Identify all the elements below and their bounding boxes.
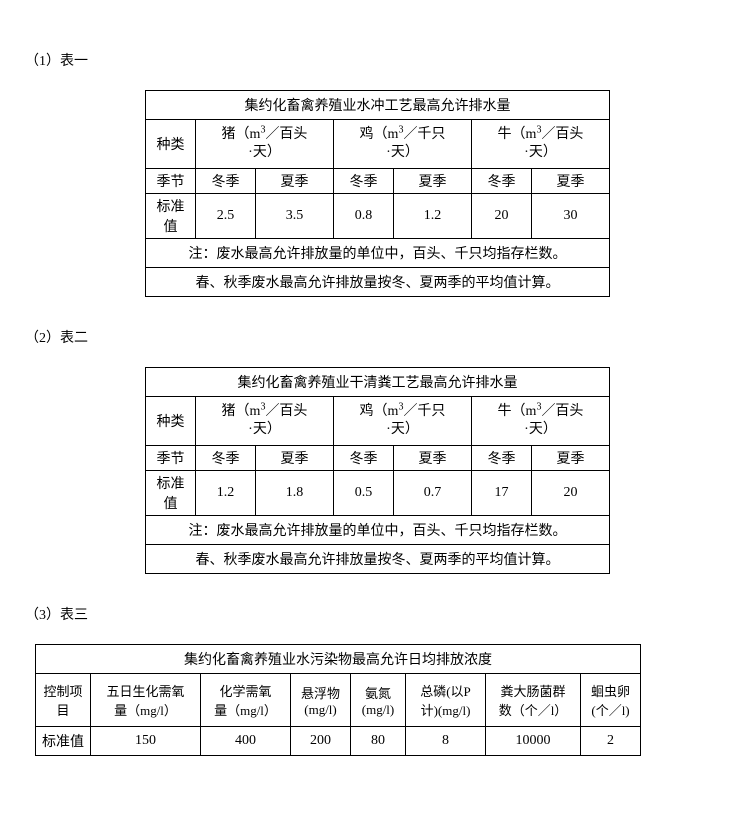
cell: 冬季 xyxy=(472,169,532,194)
cell: 20 xyxy=(532,471,610,516)
cell: 冬季 xyxy=(334,446,394,471)
note-1: 注：废水最高允许排放量的单位中，百头、千只均指存栏数。 xyxy=(146,516,610,545)
note-2: 春、秋季废水最高允许排放量按冬、夏两季的平均值计算。 xyxy=(146,268,610,297)
col-header: 化学需氧量（mg/l） xyxy=(201,674,291,727)
cell: 2.5 xyxy=(196,194,256,239)
species-cattle: 牛（m3／百头·天） xyxy=(472,120,610,169)
note-2: 春、秋季废水最高允许排放量按冬、夏两季的平均值计算。 xyxy=(146,545,610,574)
species-label: 种类 xyxy=(146,397,196,446)
table-row: 季节 冬季 夏季 冬季 夏季 冬季 夏季 xyxy=(146,169,610,194)
species-chicken: 鸡（m3／千只·天） xyxy=(334,397,472,446)
table-row: 季节 冬季 夏季 冬季 夏季 冬季 夏季 xyxy=(146,446,610,471)
cell: 夏季 xyxy=(394,446,472,471)
table-row: 注：废水最高允许排放量的单位中，百头、千只均指存栏数。 xyxy=(146,239,610,268)
std-label: 标准值 xyxy=(36,727,91,756)
cell: 3.5 xyxy=(256,194,334,239)
col-header: 粪大肠菌群数（个／l） xyxy=(486,674,581,727)
col-header: 五日生化需氧量（mg/l） xyxy=(91,674,201,727)
cell: 400 xyxy=(201,727,291,756)
std-label: 标准值 xyxy=(146,471,196,516)
cell: 200 xyxy=(291,727,351,756)
table-1: 集约化畜禽养殖业水冲工艺最高允许排水量 种类 猪（m3／百头·天） 鸡（m3／千… xyxy=(145,90,610,297)
cell: 冬季 xyxy=(196,446,256,471)
species-chicken: 鸡（m3／千只·天） xyxy=(334,120,472,169)
table-row: 标准值 2.5 3.5 0.8 1.2 20 30 xyxy=(146,194,610,239)
table-row: 集约化畜禽养殖业干清粪工艺最高允许排水量 xyxy=(146,368,610,397)
species-cattle: 牛（m3／百头·天） xyxy=(472,397,610,446)
col-header: 悬浮物(mg/l) xyxy=(291,674,351,727)
section-3-label: （3）表三 xyxy=(25,604,719,624)
table-row: 春、秋季废水最高允许排放量按冬、夏两季的平均值计算。 xyxy=(146,268,610,297)
cell: 夏季 xyxy=(256,169,334,194)
season-label: 季节 xyxy=(146,169,196,194)
table-row: 标准值 150 400 200 80 8 10000 2 xyxy=(36,727,641,756)
cell: 0.8 xyxy=(334,194,394,239)
cell: 150 xyxy=(91,727,201,756)
species-label: 种类 xyxy=(146,120,196,169)
cell: 0.5 xyxy=(334,471,394,516)
note-1: 注：废水最高允许排放量的单位中，百头、千只均指存栏数。 xyxy=(146,239,610,268)
table-row: 标准值 1.2 1.8 0.5 0.7 17 20 xyxy=(146,471,610,516)
ctrl-label: 控制项目 xyxy=(36,674,91,727)
cell: 1.8 xyxy=(256,471,334,516)
cell: 冬季 xyxy=(334,169,394,194)
cell: 17 xyxy=(472,471,532,516)
table-row: 种类 猪（m3／百头·天） 鸡（m3／千只·天） 牛（m3／百头·天） xyxy=(146,397,610,446)
cell: 10000 xyxy=(486,727,581,756)
table-row: 春、秋季废水最高允许排放量按冬、夏两季的平均值计算。 xyxy=(146,545,610,574)
table-row: 集约化畜禽养殖业水污染物最高允许日均排放浓度 xyxy=(36,645,641,674)
table-1-title: 集约化畜禽养殖业水冲工艺最高允许排水量 xyxy=(146,91,610,120)
species-pig: 猪（m3／百头·天） xyxy=(196,120,334,169)
cell: 8 xyxy=(406,727,486,756)
section-1-label: （1）表一 xyxy=(25,50,719,70)
col-header: 蛔虫卵(个／l) xyxy=(581,674,641,727)
table-3: 集约化畜禽养殖业水污染物最高允许日均排放浓度 控制项目 五日生化需氧量（mg/l… xyxy=(35,644,641,756)
species-pig: 猪（m3／百头·天） xyxy=(196,397,334,446)
std-label: 标准值 xyxy=(146,194,196,239)
col-header: 氨氮(mg/l) xyxy=(351,674,406,727)
cell: 1.2 xyxy=(394,194,472,239)
cell: 冬季 xyxy=(196,169,256,194)
cell: 夏季 xyxy=(532,169,610,194)
table-row: 集约化畜禽养殖业水冲工艺最高允许排水量 xyxy=(146,91,610,120)
cell: 0.7 xyxy=(394,471,472,516)
section-2-label: （2）表二 xyxy=(25,327,719,347)
cell: 30 xyxy=(532,194,610,239)
table-3-title: 集约化畜禽养殖业水污染物最高允许日均排放浓度 xyxy=(36,645,641,674)
cell: 夏季 xyxy=(256,446,334,471)
table-row: 注：废水最高允许排放量的单位中，百头、千只均指存栏数。 xyxy=(146,516,610,545)
col-header: 总磷(以P计)(mg/l) xyxy=(406,674,486,727)
cell: 冬季 xyxy=(472,446,532,471)
table-row: 种类 猪（m3／百头·天） 鸡（m3／千只·天） 牛（m3／百头·天） xyxy=(146,120,610,169)
cell: 1.2 xyxy=(196,471,256,516)
cell: 夏季 xyxy=(532,446,610,471)
cell: 夏季 xyxy=(394,169,472,194)
table-2-title: 集约化畜禽养殖业干清粪工艺最高允许排水量 xyxy=(146,368,610,397)
cell: 2 xyxy=(581,727,641,756)
table-row: 控制项目 五日生化需氧量（mg/l） 化学需氧量（mg/l） 悬浮物(mg/l)… xyxy=(36,674,641,727)
cell: 80 xyxy=(351,727,406,756)
table-2: 集约化畜禽养殖业干清粪工艺最高允许排水量 种类 猪（m3／百头·天） 鸡（m3／… xyxy=(145,367,610,574)
season-label: 季节 xyxy=(146,446,196,471)
cell: 20 xyxy=(472,194,532,239)
